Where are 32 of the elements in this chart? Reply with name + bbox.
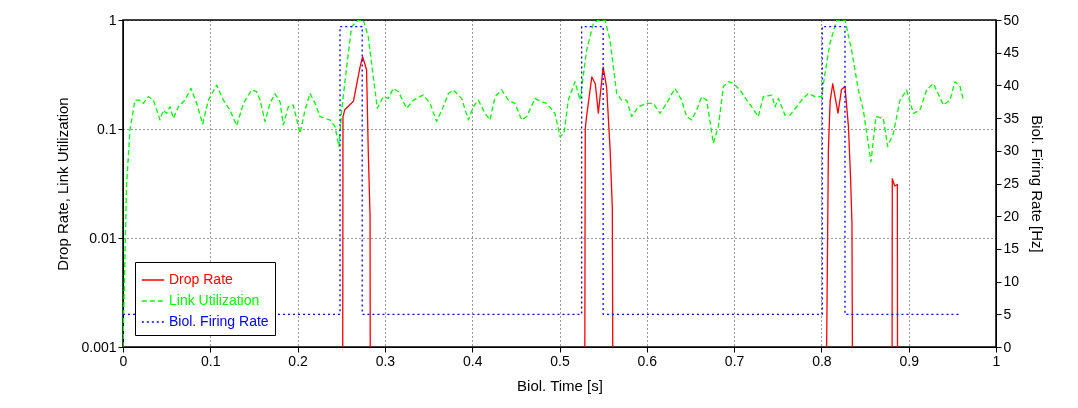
legend-label: Biol. Firing Rate <box>169 313 269 329</box>
x-tick-label: 0.4 <box>462 352 483 369</box>
y2-tick-label: 5 <box>1003 305 1012 322</box>
y-tick-label: 0.001 <box>81 338 117 355</box>
y2-tick-label: 50 <box>1003 11 1020 28</box>
y2-tick-label: 40 <box>1003 76 1020 93</box>
x-tick-label: 0.7 <box>724 352 745 369</box>
y-tick-label: 0.01 <box>89 229 117 246</box>
x-tick-label: 1 <box>992 352 1001 369</box>
legend-label: Link Utilization <box>169 292 260 308</box>
x-tick-label: 0.2 <box>288 352 309 369</box>
x-tick-label: 0.9 <box>899 352 920 369</box>
y2-tick-label: 35 <box>1003 109 1020 126</box>
y2-tick-label: 25 <box>1003 175 1020 191</box>
y2-axis-title: Biol. Firing Rate [Hz] <box>1029 115 1047 253</box>
y2-tick-label: 45 <box>1003 44 1020 61</box>
y2-tick-label: 0 <box>1003 338 1012 355</box>
y2-tick-label: 30 <box>1003 142 1020 159</box>
y2-tick-label: 20 <box>1003 207 1020 224</box>
y-tick-label: 1 <box>108 11 117 28</box>
y2-tick-label: 10 <box>1003 273 1020 290</box>
y-axis-title: Drop Rate, Link Utilization <box>54 97 72 271</box>
x-tick-label: 0.3 <box>375 352 396 369</box>
y-tick-label: 0.1 <box>97 120 117 137</box>
x-tick-label: 0.1 <box>201 352 221 369</box>
x-tick-label: 0.8 <box>812 352 832 369</box>
x-axis-title: Biol. Time [s] <box>517 376 603 394</box>
x-tick-label: 0.5 <box>550 352 570 369</box>
x-tick-label: 0 <box>119 352 128 369</box>
y2-tick-label: 15 <box>1003 240 1020 257</box>
x-tick-label: 0.6 <box>637 352 658 369</box>
legend-label: Drop Rate <box>169 271 234 287</box>
